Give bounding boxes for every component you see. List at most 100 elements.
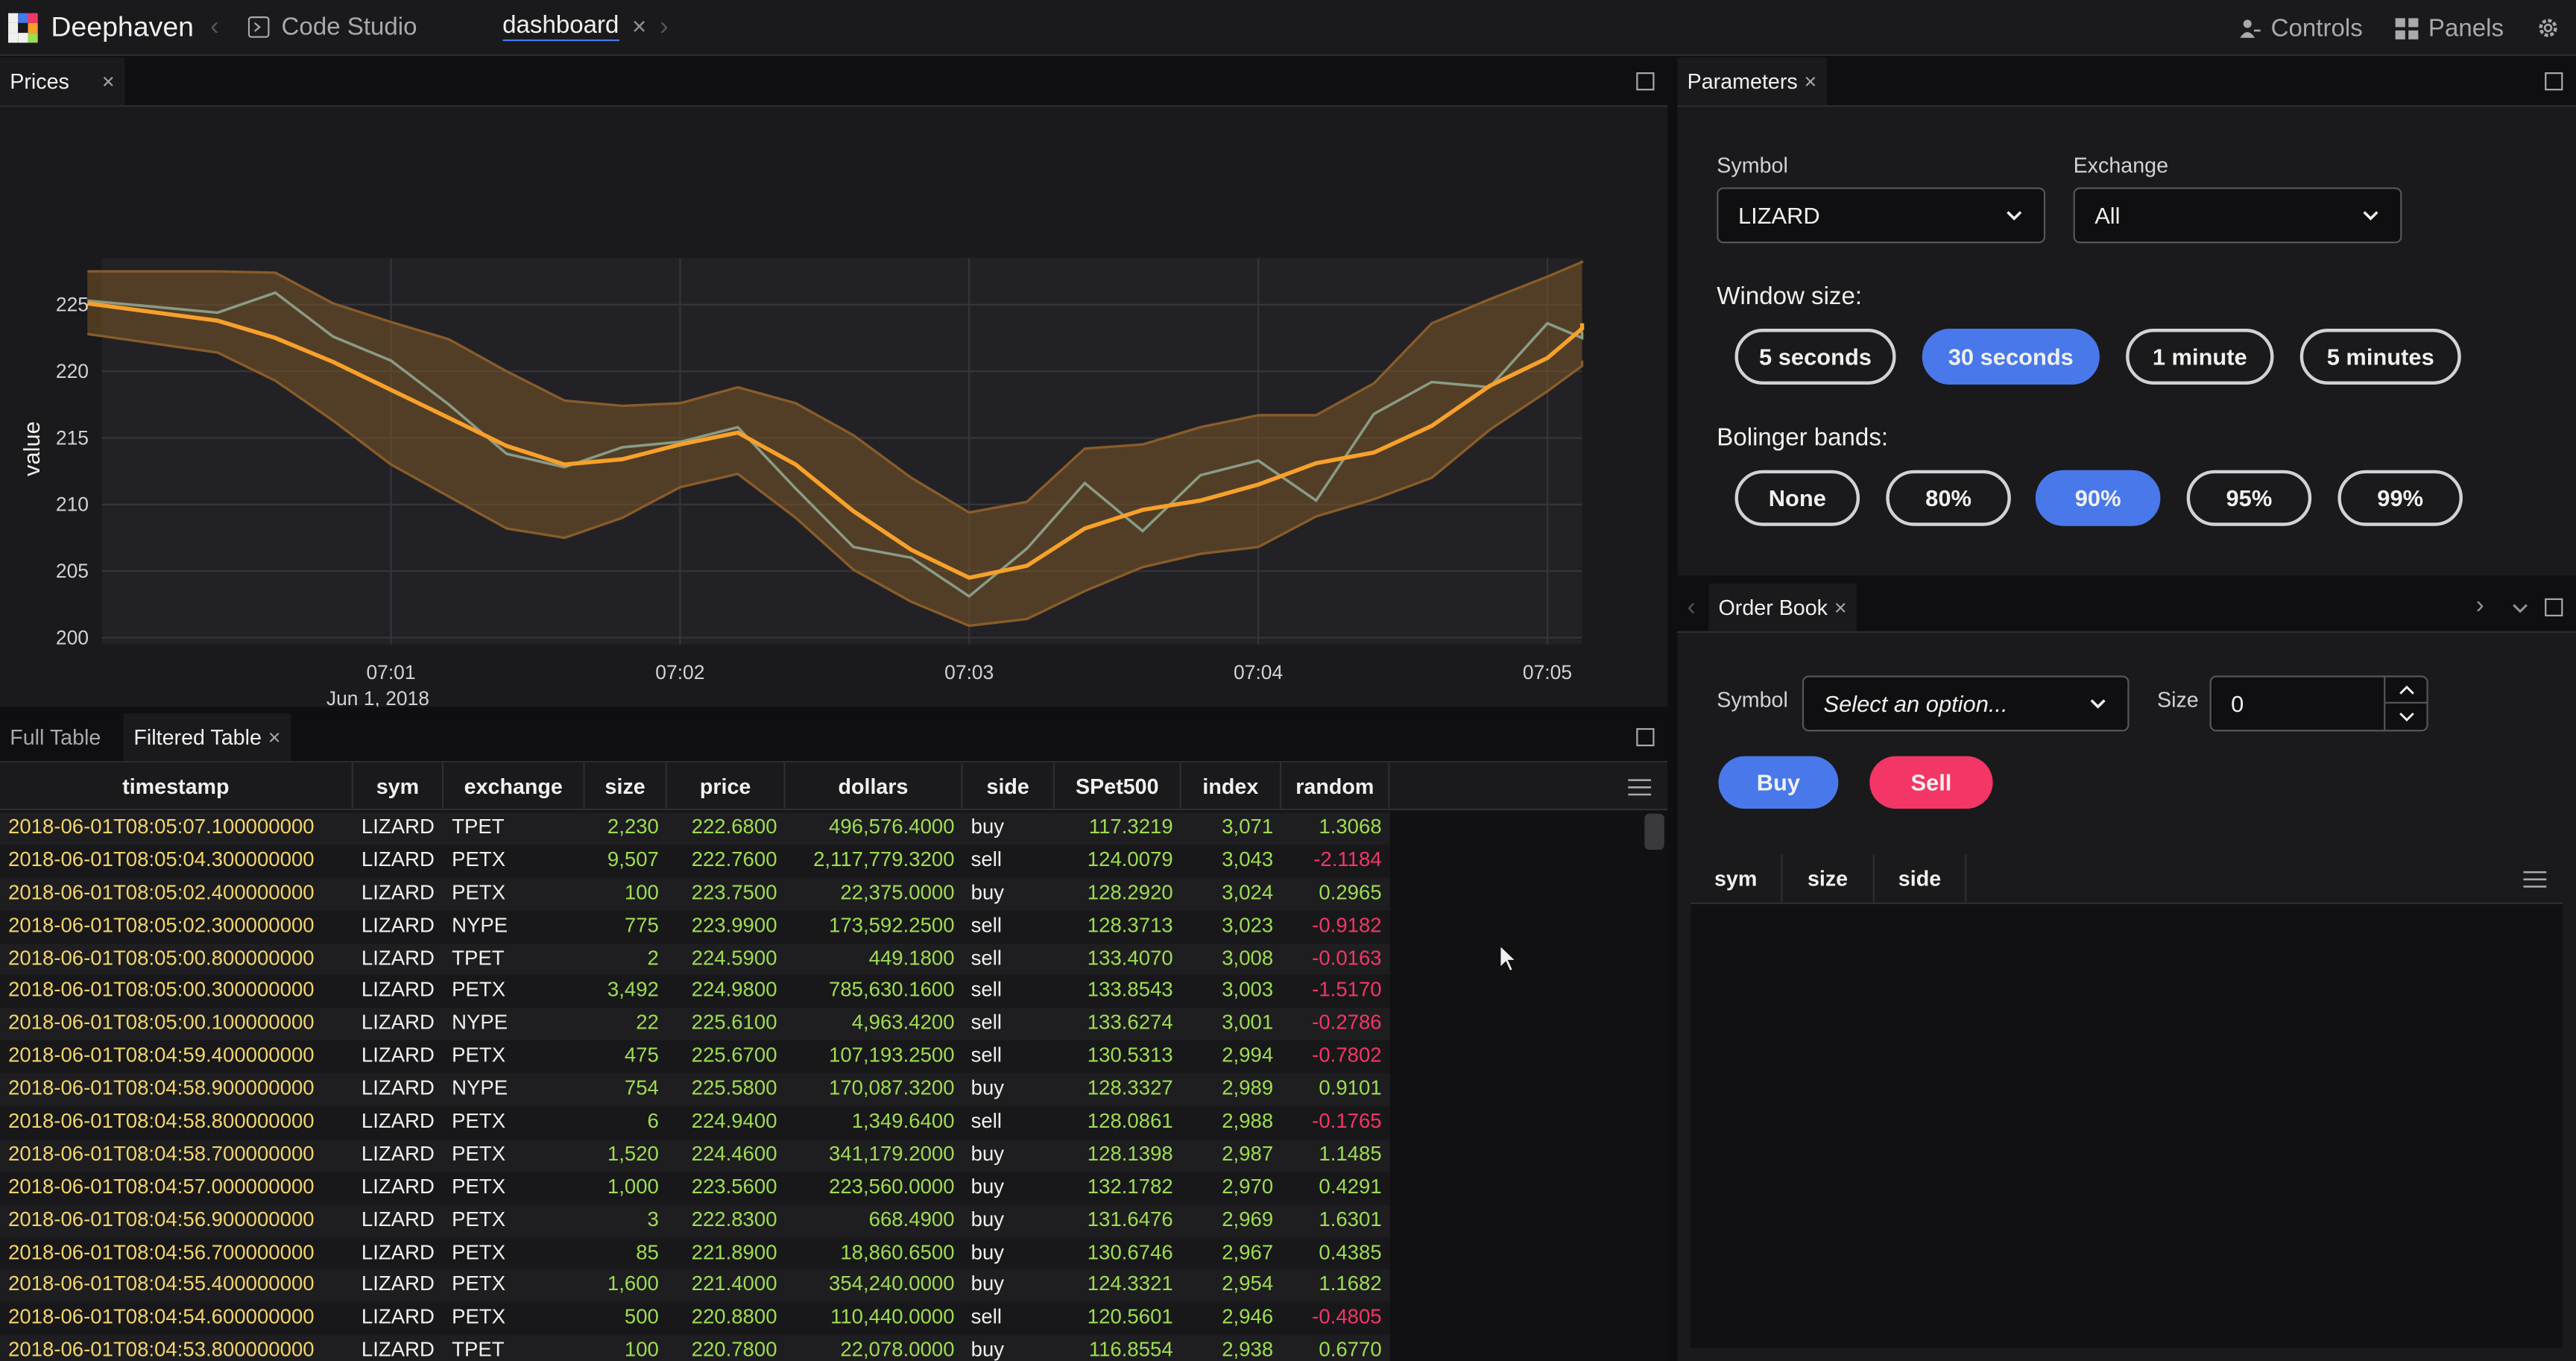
tab-order-book[interactable]: Order Book × <box>1708 583 1857 631</box>
band-option-80[interactable]: 80% <box>1886 470 2011 526</box>
table-cell: LIZARD <box>361 847 435 871</box>
column-header[interactable]: size <box>585 762 667 809</box>
table-row[interactable]: 2018-06-01T08:04:56.700000000 LIZARD PETX 8… <box>0 1237 1390 1270</box>
column-header[interactable]: size <box>1782 854 1875 903</box>
table-row[interactable]: 2018-06-01T08:05:02.300000000 LIZARD NYPE 7… <box>0 910 1390 943</box>
close-icon[interactable]: × <box>1804 69 1817 94</box>
input-value: 0 <box>2231 690 2244 717</box>
table-cell: 0.9101 <box>1319 1076 1382 1100</box>
close-icon[interactable]: × <box>101 69 115 94</box>
column-header[interactable]: sym <box>1690 854 1783 903</box>
tab-scroll-left-icon[interactable]: ‹ <box>1687 593 1696 622</box>
column-header[interactable]: side <box>1875 854 1967 903</box>
table-cell: 221.8900 <box>691 1240 777 1263</box>
table-cell: PETX <box>452 847 506 871</box>
terminal-icon <box>248 16 271 38</box>
increment-icon[interactable] <box>2399 683 2415 697</box>
window-option-5-minutes[interactable]: 5 minutes <box>2299 329 2461 385</box>
table-row[interactable]: 2018-06-01T08:05:00.800000000 LIZARD TPET 2… <box>0 942 1390 976</box>
decrement-icon[interactable] <box>2399 710 2415 724</box>
tab-code-studio[interactable]: Code Studio <box>248 13 417 41</box>
band-option-99[interactable]: 99% <box>2337 470 2463 526</box>
price-chart[interactable]: 200 205 210 215 220 225 07:01 07:02 07:03 07:04 07… <box>0 107 1667 707</box>
table-row[interactable]: 2018-06-01T08:04:55.400000000 LIZARD PETX 1… <box>0 1269 1390 1303</box>
column-header[interactable]: price <box>667 762 786 809</box>
table-tabbar: Full Table Filtered Table × <box>0 713 1668 763</box>
table-menu-icon[interactable] <box>2523 871 2547 888</box>
table-row[interactable]: 2018-06-01T08:05:00.100000000 LIZARD NYPE 2… <box>0 1008 1390 1041</box>
table-row[interactable]: 2018-06-01T08:05:04.300000000 LIZARD PETX 9… <box>0 844 1390 878</box>
nav-forward-icon[interactable]: › <box>660 12 669 41</box>
table-cell: 128.3713 <box>1087 913 1173 937</box>
size-stepper[interactable] <box>2384 677 2428 730</box>
table-cell: 223.5600 <box>691 1175 777 1199</box>
table-row[interactable]: 2018-06-01T08:04:57.000000000 LIZARD PETX 1… <box>0 1171 1390 1204</box>
table-cell: 110,440.0000 <box>830 1305 955 1329</box>
table-cell: 341,179.2000 <box>829 1142 955 1166</box>
table-row[interactable]: 2018-06-01T08:04:59.400000000 LIZARD PETX 4… <box>0 1041 1390 1074</box>
column-header[interactable]: side <box>963 762 1055 809</box>
table-cell: buy <box>970 880 1005 904</box>
controls-button[interactable]: Controls <box>2240 14 2363 42</box>
maximize-icon[interactable] <box>2545 72 2563 91</box>
close-icon[interactable]: × <box>1834 595 1847 620</box>
band-option-none[interactable]: None <box>1734 470 1860 526</box>
app-logo[interactable]: Deephaven <box>8 10 194 43</box>
tab-full-table[interactable]: Full Table <box>0 713 111 761</box>
table-scrollbar[interactable] <box>1644 813 1664 850</box>
band-option-95[interactable]: 95% <box>2186 470 2312 526</box>
maximize-icon[interactable] <box>1636 72 1655 91</box>
window-option-30-seconds[interactable]: 30 seconds <box>1922 329 2100 385</box>
tab-parameters[interactable]: Parameters × <box>1677 57 1827 106</box>
table-cell: 133.8543 <box>1087 979 1173 1002</box>
band-option-90[interactable]: 90% <box>2035 470 2161 526</box>
nav-back-icon[interactable]: ‹ <box>210 12 219 41</box>
buy-button[interactable]: Buy <box>1718 756 1839 809</box>
tab-scroll-right-icon[interactable]: › <box>2475 591 2484 620</box>
column-header[interactable]: random <box>1281 762 1390 809</box>
table-cell: -1.5170 <box>1312 979 1382 1002</box>
tab-filtered-table[interactable]: Filtered Table × <box>124 713 291 762</box>
column-header[interactable]: dollars <box>786 762 963 809</box>
table-row[interactable]: 2018-06-01T08:05:07.100000000 LIZARD TPET 2… <box>0 812 1390 845</box>
table-cell: 170,087.3200 <box>829 1076 955 1100</box>
settings-gear-icon[interactable] <box>2536 16 2560 40</box>
exchange-select[interactable]: All <box>2073 187 2402 244</box>
panels-button[interactable]: Panels <box>2395 14 2504 42</box>
table-row[interactable]: 2018-06-01T08:05:00.300000000 LIZARD PETX 3… <box>0 975 1390 1008</box>
table-row[interactable]: 2018-06-01T08:04:53.800000000 LIZARD TPET 1… <box>0 1335 1390 1361</box>
tab-prices[interactable]: Prices × <box>0 57 124 106</box>
sell-button[interactable]: Sell <box>1869 756 1993 809</box>
table-row[interactable]: 2018-06-01T08:04:54.600000000 LIZARD PETX 5… <box>0 1302 1390 1336</box>
table-cell: 100 <box>624 880 659 904</box>
order-size-input[interactable]: 0 <box>2209 675 2428 732</box>
symbol-select[interactable]: LIZARD <box>1717 187 2046 244</box>
table-cell: PETX <box>452 1272 506 1296</box>
window-option-5-seconds[interactable]: 5 seconds <box>1734 329 1896 385</box>
column-header[interactable]: sym <box>353 762 444 809</box>
maximize-icon[interactable] <box>2545 598 2563 616</box>
column-header[interactable]: exchange <box>443 762 585 809</box>
table-row[interactable]: 2018-06-01T08:04:58.800000000 LIZARD PETX 6… <box>0 1106 1390 1140</box>
table-cell: 117.3219 <box>1088 815 1173 839</box>
table-cell: LIZARD <box>361 1272 435 1296</box>
column-header[interactable]: SPet500 <box>1055 762 1181 809</box>
table-menu-icon[interactable] <box>1628 779 1652 796</box>
column-header[interactable]: index <box>1181 762 1282 809</box>
table-row[interactable]: 2018-06-01T08:05:02.400000000 LIZARD PETX 1… <box>0 877 1390 911</box>
column-header[interactable]: timestamp <box>0 762 353 809</box>
top-nav: Deephaven ‹ Code Studio dashboard × › Co… <box>0 0 2576 56</box>
order-symbol-select[interactable]: Select an option... <box>1802 675 2130 732</box>
close-icon[interactable]: × <box>268 724 281 750</box>
table-cell: 2018-06-01T08:04:56.700000000 <box>8 1240 315 1263</box>
close-icon[interactable]: × <box>632 13 647 42</box>
table-row[interactable]: 2018-06-01T08:04:56.900000000 LIZARD PETX 3… <box>0 1204 1390 1237</box>
table-row[interactable]: 2018-06-01T08:04:58.700000000 LIZARD PETX 1… <box>0 1139 1390 1172</box>
table-row[interactable]: 2018-06-01T08:04:58.900000000 LIZARD NYPE 7… <box>0 1073 1390 1107</box>
tab-dashboard[interactable]: dashboard × <box>502 13 647 42</box>
tab-list-chevron-icon[interactable] <box>2510 599 2530 618</box>
maximize-icon[interactable] <box>1636 727 1655 747</box>
window-option-1-minute[interactable]: 1 minute <box>2126 329 2274 385</box>
table-cell: 1,000 <box>607 1175 659 1199</box>
table-cell: 173,592.2500 <box>829 913 955 937</box>
